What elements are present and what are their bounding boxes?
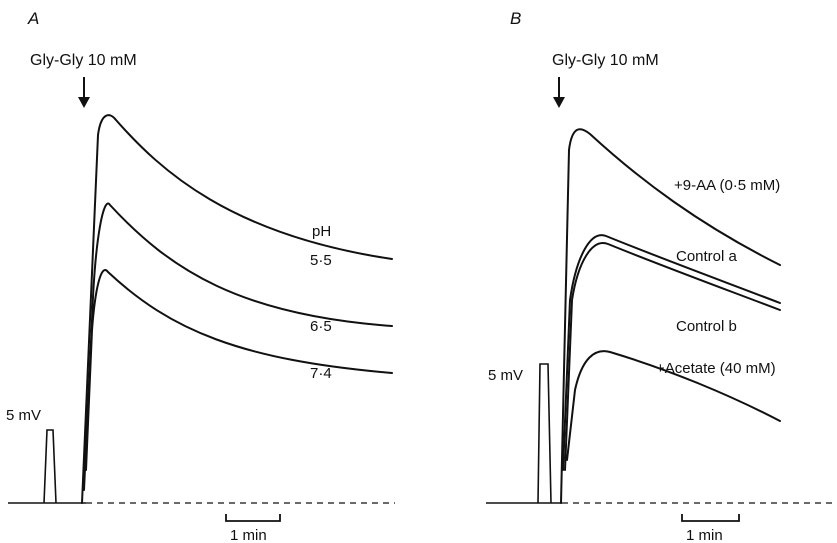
panel-a-trace-ph-7-4 xyxy=(85,269,393,471)
panel-a: A Gly-Gly 10 mM 5 mV pH 5·5 6·5 7·4 1 mi… xyxy=(6,9,395,543)
panel-b-stimulus-arrow-icon xyxy=(553,77,565,108)
panel-b-trace-label-1: +9-AA (0·5 mM) xyxy=(674,177,780,194)
panel-a-time-scale-bar xyxy=(225,514,281,522)
panel-a-letter: A xyxy=(27,9,39,28)
panel-a-trace-label-3: 7·4 xyxy=(310,365,332,382)
panel-b-letter: B xyxy=(510,9,521,28)
panel-a-trace-ph-6-5 xyxy=(83,202,393,491)
panel-b-trace-acetate xyxy=(566,350,781,461)
panel-a-stimulus-label: Gly-Gly 10 mM xyxy=(30,52,137,69)
panel-a-legend-heading: pH xyxy=(312,223,331,240)
panel-b-trace-label-3: Control b xyxy=(676,318,737,335)
panel-a-trace-label-2: 6·5 xyxy=(310,318,332,335)
panel-b-time-scale-bar xyxy=(681,514,740,522)
panel-b-trace-label-4: +Acetate (40 mM) xyxy=(656,360,776,377)
panel-a-stimulus-arrow-icon xyxy=(78,77,90,108)
panel-a-calibration-voltage-label: 5 mV xyxy=(6,407,41,424)
panel-b-calibration-voltage-label: 5 mV xyxy=(488,367,523,384)
panel-b-calibration-pulse xyxy=(537,363,552,504)
panel-b-stimulus-label: Gly-Gly 10 mM xyxy=(552,52,659,69)
panel-b-trace-9aa xyxy=(560,128,781,504)
panel-b-calibration-time-label: 1 min xyxy=(686,527,723,543)
panel-b-trace-control-a xyxy=(562,234,781,471)
panel-b-trace-control-b xyxy=(564,242,781,471)
panel-b: B Gly-Gly 10 mM 5 mV +9-AA (0·5 mM) Cont… xyxy=(486,9,835,543)
panel-a-trace-ph-5-5 xyxy=(81,114,393,504)
panel-a-calibration-pulse xyxy=(43,429,57,504)
panel-a-trace-label-1: 5·5 xyxy=(310,252,332,269)
panel-b-trace-label-2: Control a xyxy=(676,248,738,265)
panel-a-calibration-time-label: 1 min xyxy=(230,527,267,543)
